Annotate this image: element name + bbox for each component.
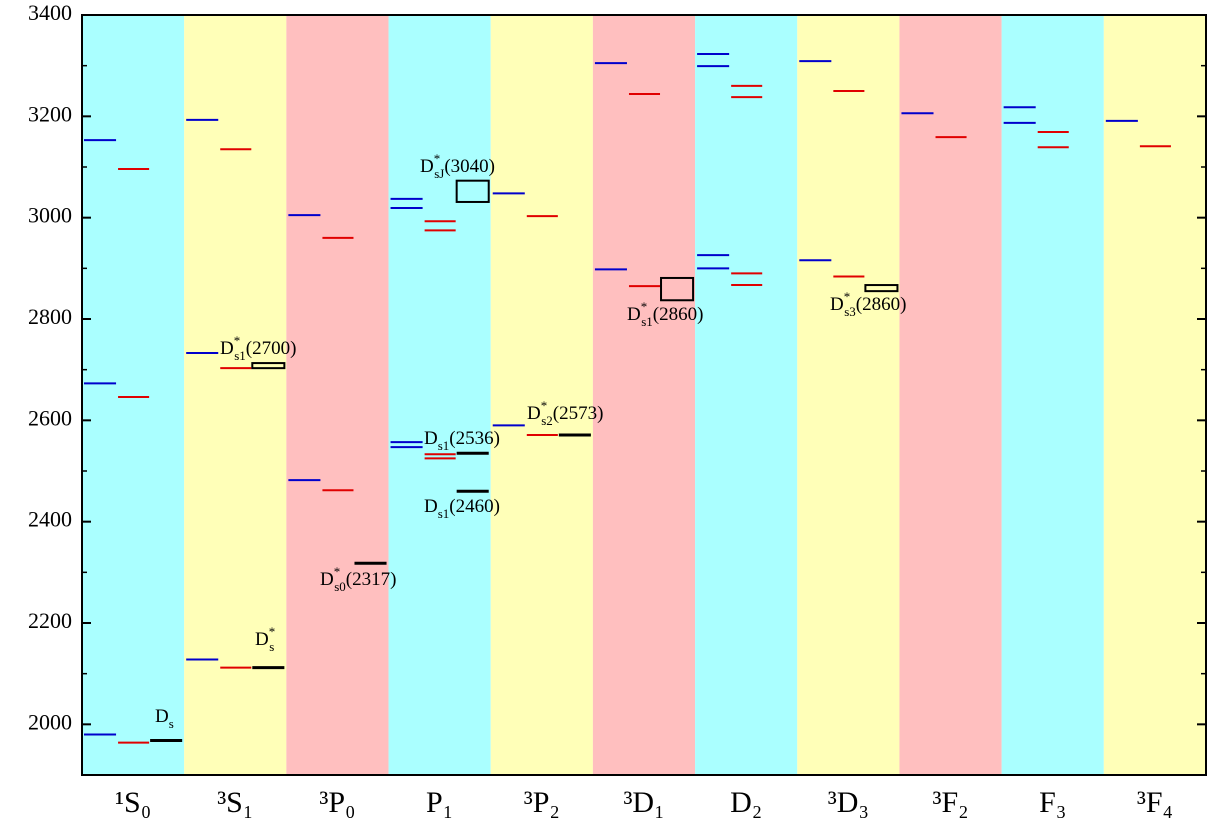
annotation-sup: * <box>234 333 241 348</box>
annotation-sup: * <box>334 564 341 579</box>
annotation-base: D <box>424 428 438 449</box>
x-tick-label: ³P₀ <box>319 786 355 819</box>
y-tick-label: 2200 <box>28 608 72 633</box>
annotation-sub: s1 <box>234 348 246 363</box>
category-band <box>1103 15 1206 775</box>
annotation-base: D <box>830 294 844 315</box>
annotation-base: D <box>155 706 169 727</box>
annotation: D* s1(2860) <box>627 299 703 329</box>
category-band <box>490 15 593 775</box>
annotation-sup: * <box>434 151 441 166</box>
annotation: D* s2(2573) <box>527 398 603 428</box>
annotation-sub: s <box>169 716 174 731</box>
level-box <box>864 284 899 293</box>
annotation-base: D <box>424 496 438 517</box>
x-tick-label: P₁ <box>426 786 453 819</box>
annotation: D* s1(2700) <box>220 333 296 363</box>
x-tick-label: ³P₂ <box>524 786 560 819</box>
annotation-sub: s0 <box>334 579 346 594</box>
category-band <box>695 15 798 775</box>
x-tick-label: ³D₁ <box>623 786 664 819</box>
annotation: D* sJ(3040) <box>420 151 495 181</box>
annotation-base: D <box>420 156 434 177</box>
annotation-suffix: (2460) <box>449 496 500 517</box>
annotation-suffix: (2860) <box>653 304 704 325</box>
x-tick-label: ³D₃ <box>828 786 869 819</box>
annotation-base: D <box>320 569 334 590</box>
category-band <box>286 15 389 775</box>
annotation: D* s3(2860) <box>830 289 906 319</box>
annotation-sup: * <box>844 289 851 304</box>
annotation-base: D <box>627 304 641 325</box>
annotation-sub: sJ <box>434 166 444 181</box>
level-box <box>660 276 695 302</box>
annotation-sub: s <box>269 639 274 654</box>
annotation: D* s <box>255 624 275 654</box>
annotation-suffix: (2536) <box>449 428 500 449</box>
annotation-base: D <box>527 403 541 424</box>
y-tick-label: 2600 <box>28 405 72 430</box>
annotation-suffix: (2317) <box>346 569 397 590</box>
x-tick-label: ³F₂ <box>932 786 968 819</box>
annotation-sup: * <box>269 624 276 639</box>
annotation: Ds <box>155 706 174 731</box>
category-band <box>899 15 1002 775</box>
x-tick-label: ³F₄ <box>1137 786 1173 819</box>
annotation-sub: s2 <box>541 413 553 428</box>
y-tick-label: 2400 <box>28 507 72 532</box>
x-tick-label: F₃ <box>1039 786 1066 819</box>
annotation: Ds1(2536) <box>424 428 500 453</box>
x-tick-label: ¹S₀ <box>115 786 151 819</box>
level-box <box>251 362 286 370</box>
annotation-suffix: (2700) <box>246 338 297 359</box>
category-band <box>388 15 491 775</box>
annotation-suffix: (3040) <box>444 156 495 177</box>
category-band <box>797 15 900 775</box>
annotation-sup: * <box>541 398 548 413</box>
x-tick-label: D₂ <box>730 786 762 819</box>
plot-frame <box>81 14 1207 776</box>
annotation-sub: s1 <box>641 314 653 329</box>
category-band <box>82 15 185 775</box>
x-tick-label: ³S₁ <box>217 786 253 819</box>
y-tick-label: 3400 <box>28 0 72 25</box>
annotation-base: D <box>255 629 269 650</box>
annotation-sub: s1 <box>438 506 450 521</box>
category-band <box>184 15 287 775</box>
y-tick-label: 2000 <box>28 709 72 734</box>
annotation-suffix: (2573) <box>553 403 604 424</box>
annotation-sub: s3 <box>844 304 856 319</box>
annotation-sup: * <box>641 299 648 314</box>
annotation-base: D <box>220 338 234 359</box>
y-tick-label: 2800 <box>28 304 72 329</box>
annotation-sub: s1 <box>438 438 450 453</box>
category-band <box>592 15 696 775</box>
level-box <box>455 179 490 203</box>
annotation: D* s0(2317) <box>320 564 396 594</box>
annotation: Ds1(2460) <box>424 496 500 521</box>
annotation-suffix: (2860) <box>856 294 907 315</box>
y-tick-label: 3200 <box>28 101 72 126</box>
category-band <box>1001 15 1104 775</box>
y-tick-label: 3000 <box>28 203 72 228</box>
